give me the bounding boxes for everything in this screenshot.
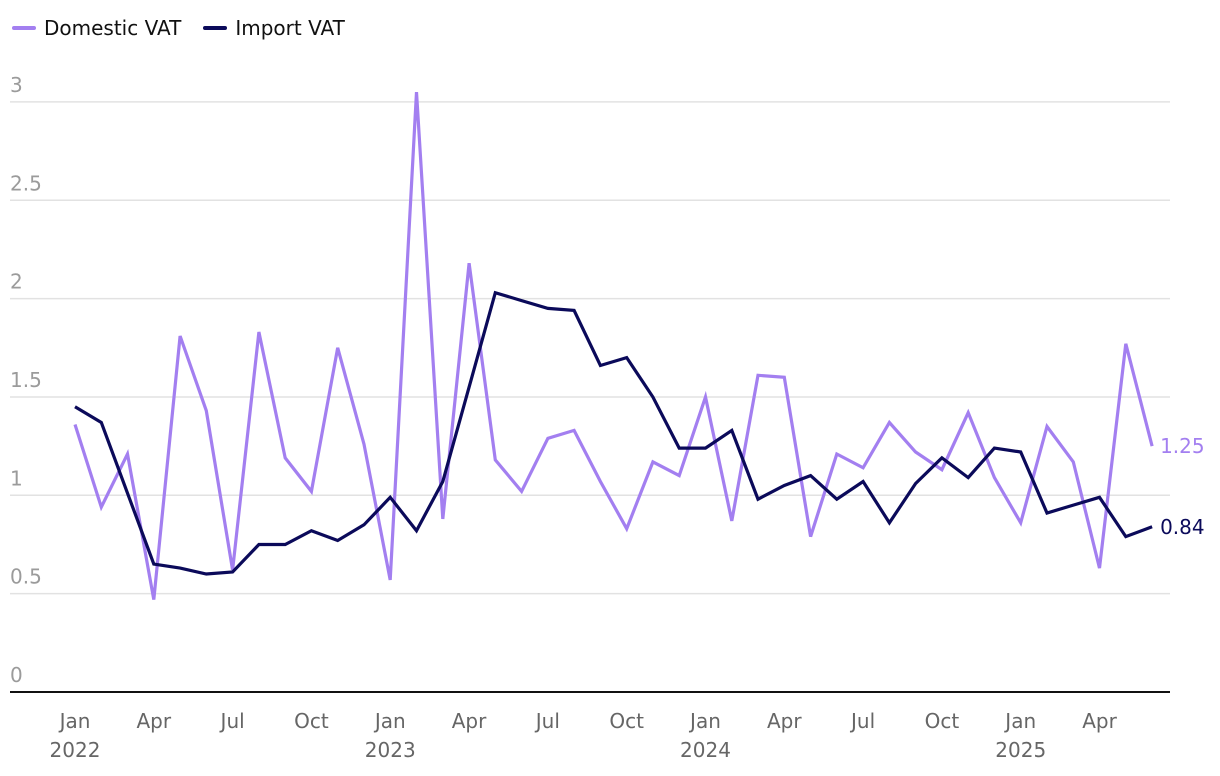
series-line-domestic-vat xyxy=(73,92,1154,600)
x-tick-year-label: 2025 xyxy=(995,738,1046,762)
end-label-domestic-vat: 1.25 xyxy=(1160,434,1205,458)
x-tick-label: Jul xyxy=(219,709,245,733)
legend-label-import-vat: Import VAT xyxy=(235,16,345,40)
y-tick-label: 3 xyxy=(10,73,23,97)
x-tick-label: Apr xyxy=(767,709,802,733)
series-line-import-vat xyxy=(74,290,1153,576)
x-tick-year-label: 2024 xyxy=(680,738,731,762)
y-tick-label: 1.5 xyxy=(10,368,42,392)
x-tick-label: Oct xyxy=(609,709,644,733)
x-axis-ticks: Jan 2022 Apr Jul Oct Jan 2023 Apr Jul Oct Jan 2024 A… xyxy=(50,709,1118,762)
legend: Domestic VAT Import VAT xyxy=(12,16,345,40)
end-label-import-vat: 0.84 xyxy=(1160,515,1205,539)
y-tick-label: 1 xyxy=(10,466,23,490)
x-tick-year-label: 2023 xyxy=(365,738,416,762)
x-tick-label: Apr xyxy=(452,709,487,733)
legend-label-domestic-vat: Domestic VAT xyxy=(44,16,182,40)
x-tick-label: Jan xyxy=(58,709,91,733)
x-tick-label: Jan xyxy=(373,709,406,733)
legend-swatch-import-vat xyxy=(203,26,228,30)
end-labels: 1.25 0.84 xyxy=(1160,434,1205,539)
x-tick-label: Apr xyxy=(137,709,172,733)
x-tick-label: Jul xyxy=(849,709,875,733)
x-tick-label: Jul xyxy=(534,709,560,733)
x-tick-label: Oct xyxy=(294,709,329,733)
x-tick-label: Oct xyxy=(925,709,960,733)
grid-lines xyxy=(10,101,1170,595)
y-tick-label: 2 xyxy=(10,270,23,294)
legend-item-domestic-vat: Domestic VAT xyxy=(12,16,181,40)
legend-swatch-domestic-vat xyxy=(12,26,36,30)
x-tick-year-label: 2022 xyxy=(50,738,101,762)
y-axis-ticks: 0 0.5 1 1.5 2 2.5 3 xyxy=(10,73,42,687)
y-tick-label: 0 xyxy=(10,663,23,687)
y-tick-label: 2.5 xyxy=(10,171,42,195)
x-tick-label: Jan xyxy=(1003,709,1036,733)
series-lines xyxy=(73,92,1154,600)
legend-item-import-vat: Import VAT xyxy=(203,16,345,40)
y-tick-label: 0.5 xyxy=(10,565,42,589)
x-tick-label: Apr xyxy=(1082,709,1117,733)
x-tick-label: Jan xyxy=(688,709,721,733)
